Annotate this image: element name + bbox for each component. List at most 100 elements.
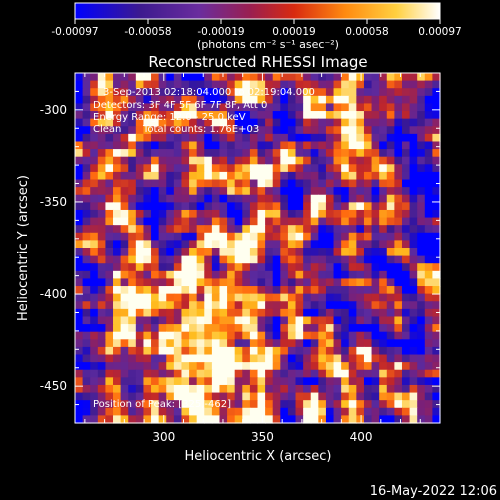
heatmap-cell	[249, 415, 259, 424]
heatmap-cell	[219, 202, 228, 211]
heatmap-cell	[120, 324, 129, 333]
heatmap-cell	[90, 111, 99, 120]
heatmap-cell	[394, 392, 403, 401]
heatmap-cell	[424, 331, 433, 340]
heatmap-cell	[227, 324, 236, 333]
heatmap-cell	[211, 111, 221, 120]
heatmap-cell	[341, 80, 350, 89]
heatmap-cell	[166, 171, 175, 181]
heatmap-cell	[173, 118, 183, 127]
heatmap-cell	[181, 133, 190, 143]
heatmap-cell	[128, 164, 137, 173]
heatmap-cell	[204, 286, 213, 295]
heatmap-cell	[128, 80, 137, 89]
heatmap-cell	[409, 248, 418, 257]
heatmap-cell	[242, 80, 251, 89]
heatmap-cell	[303, 73, 312, 82]
heatmap-cell	[90, 346, 99, 356]
heatmap-cell	[82, 209, 91, 219]
heatmap-cell	[166, 278, 175, 287]
heatmap-cell	[97, 73, 107, 82]
heatmap-cell	[166, 217, 175, 226]
heatmap-cell	[211, 316, 221, 325]
heatmap-cell	[143, 149, 152, 158]
heatmap-cell	[75, 263, 84, 272]
heatmap-cell	[128, 339, 137, 348]
heatmap-cell	[356, 88, 365, 97]
heatmap-cell	[371, 384, 380, 394]
heatmap-cell	[135, 88, 145, 97]
heatmap-cell	[424, 240, 433, 249]
heatmap-cell	[113, 263, 122, 272]
heatmap-cell	[295, 194, 304, 203]
heatmap-cell	[417, 301, 426, 310]
heatmap-cell	[432, 187, 441, 196]
heatmap-cell	[234, 270, 243, 280]
heatmap-cell	[371, 255, 380, 264]
heatmap-cell	[158, 240, 167, 249]
heatmap-cell	[219, 377, 228, 386]
heatmap-cell	[272, 392, 281, 401]
heatmap-cell	[333, 225, 342, 234]
heatmap-cell	[432, 331, 441, 340]
heatmap-cell	[303, 103, 312, 112]
heatmap-cell	[90, 149, 99, 158]
heatmap-cell	[386, 278, 395, 287]
heatmap-cell	[401, 248, 411, 257]
heatmap-cell	[143, 103, 152, 112]
heatmap-cell	[75, 407, 84, 416]
heatmap-cell	[234, 263, 243, 272]
heatmap-cell	[348, 88, 357, 97]
heatmap-cell	[189, 179, 198, 188]
heatmap-cell	[272, 346, 281, 356]
heatmap-cell	[303, 80, 312, 89]
heatmap-cell	[249, 278, 259, 287]
heatmap-cell	[135, 415, 145, 424]
heatmap-cell	[325, 293, 335, 302]
heatmap-cell	[356, 118, 365, 127]
heatmap-cell	[211, 187, 221, 196]
heatmap-cell	[75, 308, 84, 318]
heatmap-cell	[75, 400, 84, 409]
heatmap-cell	[409, 225, 418, 234]
heatmap-cell	[211, 263, 221, 272]
heatmap-cell	[204, 88, 213, 97]
heatmap-cell	[204, 346, 213, 356]
heatmap-cell	[105, 164, 114, 173]
heatmap-cell	[166, 126, 175, 135]
heatmap-cell	[287, 377, 297, 386]
heatmap-cell	[143, 88, 152, 97]
heatmap-cell	[409, 400, 418, 409]
heatmap-cell	[90, 316, 99, 325]
heatmap-cell	[257, 354, 266, 363]
heatmap-cell	[120, 126, 129, 135]
heatmap-cell	[394, 377, 403, 386]
heatmap-cell	[249, 392, 259, 401]
heatmap-cell	[242, 202, 251, 211]
heatmap-cell	[173, 248, 183, 257]
heatmap-cell	[211, 149, 221, 158]
heatmap-cell	[363, 369, 373, 378]
heatmap-cell	[82, 270, 91, 280]
heatmap-cell	[97, 362, 107, 371]
heatmap-cell	[135, 103, 145, 112]
heatmap-cell	[189, 324, 198, 333]
heatmap-cell	[128, 415, 137, 424]
heatmap-cell	[181, 308, 190, 318]
heatmap-cell	[113, 80, 122, 89]
heatmap-cell	[211, 407, 221, 416]
heatmap-cell	[219, 95, 228, 105]
heatmap-cell	[219, 194, 228, 203]
heatmap-cell	[379, 232, 388, 241]
heatmap-cell	[394, 126, 403, 135]
heatmap-cell	[295, 248, 304, 257]
heatmap-cell	[333, 415, 342, 424]
heatmap-cell	[363, 248, 373, 257]
heatmap-cell	[120, 133, 129, 143]
heatmap-cell	[234, 80, 243, 89]
heatmap-cell	[204, 316, 213, 325]
heatmap-cell	[211, 369, 221, 378]
heatmap-cell	[257, 88, 266, 97]
heatmap-cell	[272, 171, 281, 181]
heatmap-cell	[227, 209, 236, 219]
